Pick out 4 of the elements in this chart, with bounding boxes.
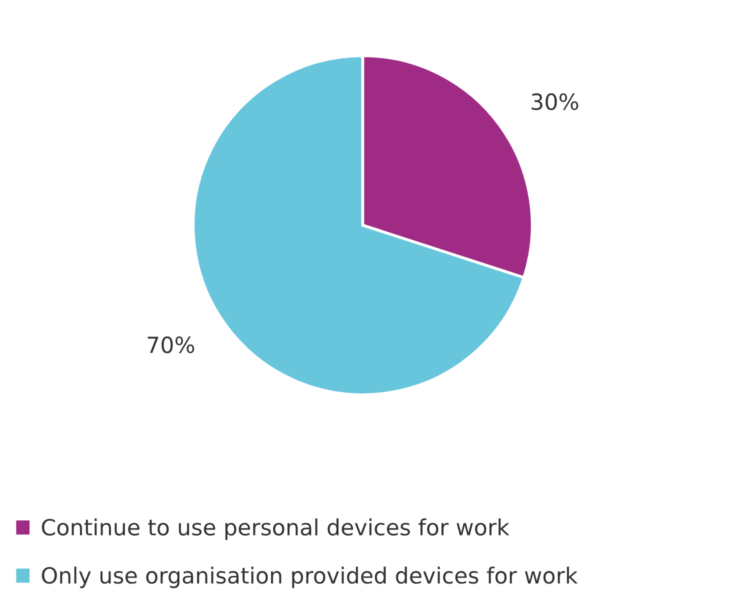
- legend-label: Continue to use personal devices for work: [42, 518, 510, 540]
- data-label: 70%: [148, 336, 194, 354]
- legend-label: Only use organisation provided devices for work: [42, 566, 578, 588]
- data-label: 30%: [532, 93, 578, 110]
